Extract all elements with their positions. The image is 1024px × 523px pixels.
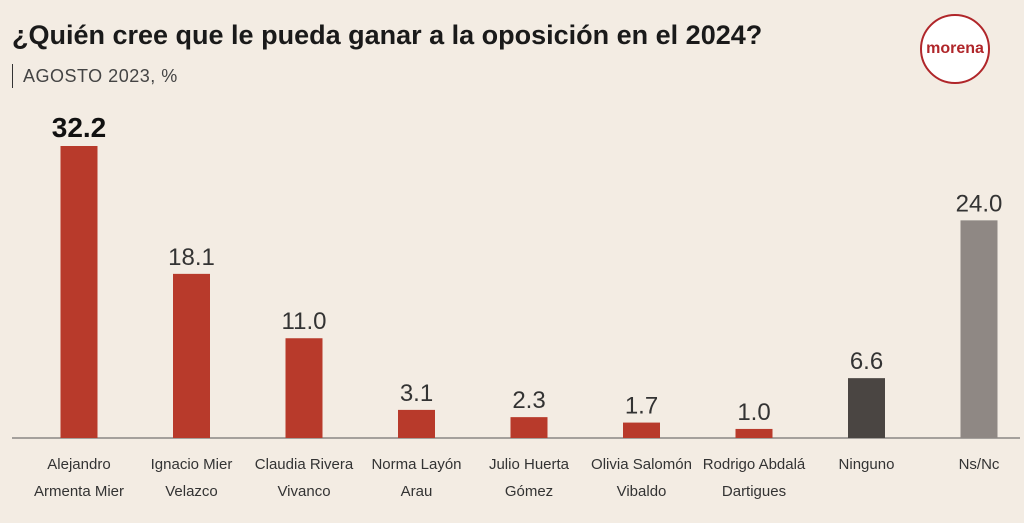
value-label-1: 18.1 [168,244,215,271]
category-label-2-line-0: Claudia Rivera [255,456,354,473]
bar-7 [848,378,885,438]
category-label-3-line-1: Arau [401,483,433,500]
logo-text: morena [926,40,984,57]
bar-2 [285,338,323,438]
category-label-7-line-0: Ninguno [839,456,895,473]
chart-subtitle-wrap: AGOSTO 2023, % [12,64,178,88]
category-label-2-line-1: Vivanco [277,483,330,500]
bar-1 [173,273,210,438]
value-label-7: 6.6 [850,348,883,375]
value-label-8: 24.0 [956,190,1003,217]
value-label-6: 1.0 [737,399,770,426]
category-label-1-line-1: Velazco [165,483,218,500]
value-label-5: 1.7 [625,393,658,420]
chart-subtitle: AGOSTO 2023, % [23,65,178,86]
category-label-8-line-0: Ns/Nc [959,456,1000,473]
category-label-1-line-0: Ignacio Mier [151,456,233,473]
bar-5 [623,422,660,438]
category-label-5-line-0: Olivia Salomón [591,456,692,473]
category-label-4-line-1: Gómez [505,483,553,500]
chart-title: ¿Quién cree que le pueda ganar a la opos… [12,20,763,50]
morena-logo: morena [920,14,990,84]
category-label-4-line-0: Julio Huerta [489,456,570,473]
bar-8 [960,220,998,438]
bars-group: 32.2 Alejandro Armenta Mier 18.1 Ignacio Mie… [34,112,1002,500]
value-label-4: 2.3 [512,387,545,414]
category-label-3-line-0: Norma Layón [371,456,461,473]
category-label-5-line-1: Vibaldo [617,483,667,500]
value-label-0: 32.2 [52,112,107,143]
value-label-3: 3.1 [400,380,433,407]
category-label-0-line-0: Alejandro [47,456,110,473]
category-label-0-line-1: Armenta Mier [34,483,124,500]
category-label-6-line-0: Rodrigo Abdalá [703,456,806,473]
value-label-2: 11.0 [282,308,327,335]
subtitle-divider [12,64,13,88]
category-label-6-line-1: Dartigues [722,483,786,500]
bar-4 [510,417,548,438]
bar-0 [60,146,98,438]
bar-6 [735,428,773,438]
bar-3 [398,409,435,438]
